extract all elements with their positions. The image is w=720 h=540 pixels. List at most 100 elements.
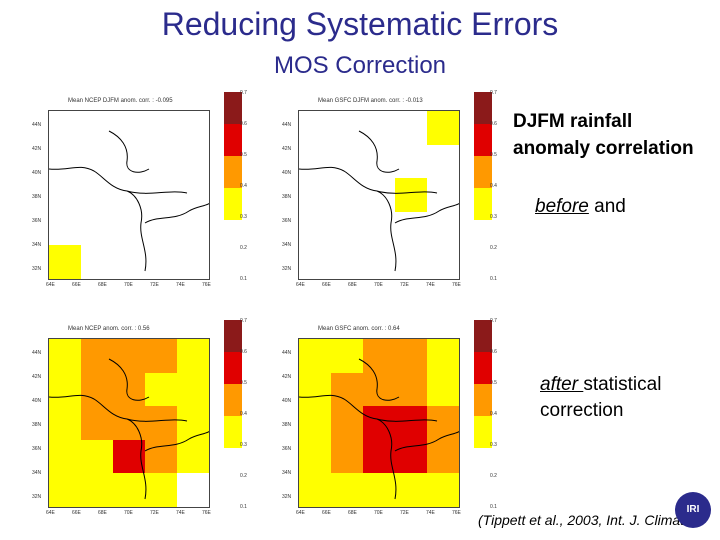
lon-label: 66E — [322, 510, 331, 516]
after-rest-2: correction — [540, 400, 624, 421]
lat-label: 38N — [282, 194, 292, 200]
lon-label: 76E — [452, 282, 461, 288]
panel-ncep-after: Mean NCEP anom. corr. : 0.56 44N 42N 40N 38N… — [18, 318, 258, 530]
panel-title: Mean NCEP anom. corr. : 0.56 — [68, 326, 150, 332]
colorbar-tick: 0.7 — [240, 318, 247, 324]
grid-cell — [363, 473, 395, 507]
colorbar-tick: 0.6 — [490, 121, 497, 127]
panel-title: Mean GSFC anom. corr. : 0.64 — [318, 326, 400, 332]
panel-gsfc-before: Mean GSFC DJFM anom. corr. : -0.013 44N 42… — [268, 90, 508, 302]
grid-cell — [299, 372, 331, 407]
grid-cell — [299, 473, 331, 507]
colorbar-segment — [474, 416, 492, 448]
grid-cell — [299, 406, 331, 440]
grid-cell — [81, 473, 113, 507]
lat-label: 40N — [282, 170, 292, 176]
grid-cell — [395, 339, 427, 373]
grid-cell — [49, 406, 81, 440]
grid-cell — [113, 339, 145, 373]
colorbar-tick: 0.4 — [240, 411, 247, 417]
colorbar-segment — [474, 352, 492, 384]
lat-label: 40N — [32, 170, 42, 176]
colorbar-segment — [224, 124, 242, 156]
lat-label: 36N — [32, 218, 42, 224]
colorbar — [474, 92, 492, 282]
colorbar-tick: 0.1 — [490, 504, 497, 510]
country-borders — [299, 130, 459, 272]
slide-title: Reducing Systematic Errors — [161, 6, 559, 42]
colorbar-segment — [474, 124, 492, 156]
panel-ncep-before: Mean NCEP DJFM anom. corr. : -0.095 44N 42… — [18, 90, 258, 302]
colorbar-tick: 0.5 — [240, 152, 247, 158]
lon-label: 68E — [348, 282, 357, 288]
lat-label: 42N — [32, 374, 42, 380]
colorbar-segment — [474, 92, 492, 124]
lon-label: 72E — [400, 510, 409, 516]
colorbar-tick: 0.4 — [240, 183, 247, 189]
lat-label: 38N — [282, 422, 292, 428]
lat-label: 32N — [282, 494, 292, 500]
lat-label: 38N — [32, 422, 42, 428]
lon-label: 76E — [202, 510, 211, 516]
map-plot — [48, 338, 210, 508]
grid-cell — [177, 372, 209, 407]
lon-label: 64E — [46, 282, 55, 288]
grid-cell — [363, 339, 395, 373]
description-line-2: anomaly correlation — [513, 138, 694, 159]
colorbar-segment — [224, 416, 242, 448]
map-plot — [48, 110, 210, 280]
lat-label: 42N — [282, 374, 292, 380]
colorbar-tick: 0.3 — [490, 214, 497, 220]
lat-label: 44N — [282, 122, 292, 128]
grid-cell — [145, 339, 177, 373]
lon-label: 76E — [452, 510, 461, 516]
colorbar-tick: 0.6 — [240, 121, 247, 127]
grid-cell — [49, 372, 81, 407]
lon-label: 64E — [46, 510, 55, 516]
panel-gsfc-after: Mean GSFC anom. corr. : 0.64 44N 42N 40N 38N… — [268, 318, 508, 530]
colorbar-tick: 0.5 — [490, 152, 497, 158]
lon-label: 70E — [124, 282, 133, 288]
grid-cell — [49, 245, 81, 279]
country-borders — [49, 358, 209, 500]
grid-cell — [81, 406, 113, 440]
colorbar-tick: 0.5 — [490, 380, 497, 386]
lat-label: 44N — [32, 350, 42, 356]
colorbar-tick: 0.3 — [240, 442, 247, 448]
colorbar-tick: 0.1 — [240, 276, 247, 282]
grid-cell — [145, 372, 177, 407]
lon-label: 66E — [72, 510, 81, 516]
colorbar-tick: 0.3 — [240, 214, 247, 220]
grid-cell — [427, 473, 459, 507]
colorbar — [474, 320, 492, 510]
lon-label: 64E — [296, 282, 305, 288]
colorbar-segment — [474, 320, 492, 352]
colorbar-tick: 0.5 — [240, 380, 247, 386]
colorbar-segment — [474, 156, 492, 188]
colorbar-tick: 0.2 — [490, 473, 497, 479]
description-line-1: DJFM rainfall — [513, 111, 633, 132]
lat-label: 34N — [32, 470, 42, 476]
lat-label: 42N — [282, 146, 292, 152]
grid-cell — [427, 372, 459, 407]
grid-cell — [81, 339, 113, 373]
lon-label: 64E — [296, 510, 305, 516]
map-plot — [298, 110, 460, 280]
grid-cell — [331, 339, 363, 373]
colorbar-tick: 0.4 — [490, 183, 497, 189]
grid-cell — [331, 406, 363, 440]
lon-label: 66E — [72, 282, 81, 288]
grid-cell — [49, 439, 81, 474]
colorbar-tick: 0.3 — [490, 442, 497, 448]
colorbar-tick: 0.6 — [490, 349, 497, 355]
grid-cell — [299, 439, 331, 474]
lat-label: 42N — [32, 146, 42, 152]
grid-cell — [395, 473, 427, 507]
lon-label: 68E — [98, 510, 107, 516]
lon-label: 72E — [150, 510, 159, 516]
lat-label: 40N — [32, 398, 42, 404]
colorbar-segment — [474, 384, 492, 416]
colorbar — [224, 92, 242, 282]
grid-cell — [177, 439, 209, 474]
grid-cell — [177, 339, 209, 373]
